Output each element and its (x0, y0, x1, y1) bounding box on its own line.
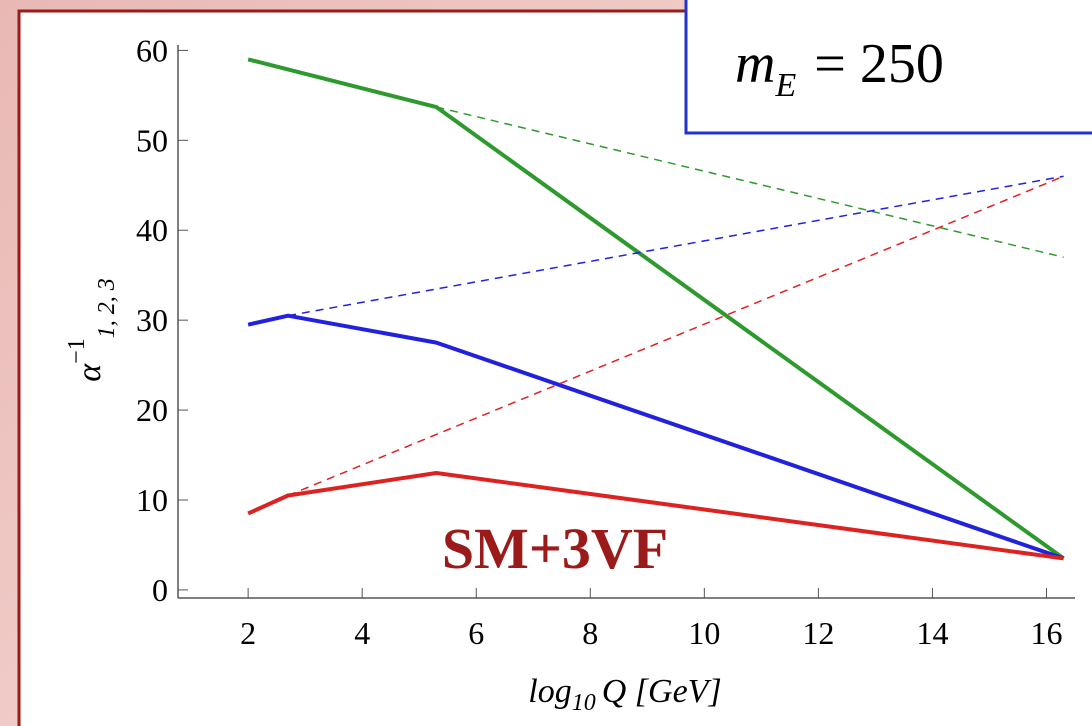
line (247, 471, 1064, 561)
line (247, 57, 1065, 561)
x-label-subscript: 10 (572, 690, 596, 716)
x-tick-label: 4 (354, 615, 370, 651)
y-tick-label: 30 (136, 302, 168, 338)
line (247, 313, 1065, 561)
x-tick-label: 10 (688, 615, 720, 651)
y-tick-label: 0 (152, 572, 168, 608)
x-tick-label: 6 (468, 615, 484, 651)
x-tick-label: 14 (916, 615, 948, 651)
x-tick-label: 8 (582, 615, 598, 651)
x-tick-label: 16 (1030, 615, 1062, 651)
y-label-superscript: −1 (64, 338, 90, 364)
x-label-rest: Q [GeV] (602, 673, 722, 710)
x-tick-label: 12 (802, 615, 834, 651)
box-value: = 250 (814, 33, 944, 95)
annotation-box (684, 0, 1092, 135)
dashed-line (287, 175, 1064, 317)
y-tick-label: 20 (136, 392, 168, 428)
y-axis-label: α−11, 2, 3 (64, 278, 120, 381)
annotation-box-text: mE = 250 (735, 33, 944, 104)
y-tick-label: 50 (136, 122, 168, 158)
y-label-base: α (71, 363, 108, 382)
x-label-base: log (528, 673, 571, 710)
y-tick-label: 60 (136, 32, 168, 68)
box-subscript: E (774, 67, 796, 104)
x-axis-label: log10 Q [GeV] (528, 673, 721, 716)
y-tick-label: 10 (136, 482, 168, 518)
box-variable: m (735, 33, 775, 95)
x-tick-label: 2 (240, 615, 256, 651)
plot-area: 0 10 20 30 40 50 60 2 4 6 8 10 12 14 16 (136, 32, 1075, 651)
y-tick-label: 40 (136, 212, 168, 248)
annotation: SM+3VF (442, 516, 668, 581)
y-label-subscript: 1, 2, 3 (94, 278, 120, 338)
dashed-line (436, 106, 1064, 258)
